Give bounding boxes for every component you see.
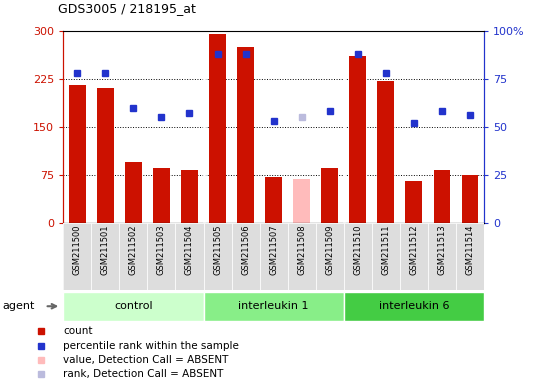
Bar bbox=[265, 177, 282, 223]
Bar bbox=[237, 47, 254, 223]
Bar bbox=[260, 223, 288, 290]
Bar bbox=[69, 85, 86, 223]
Bar bbox=[91, 223, 119, 290]
Text: control: control bbox=[114, 301, 153, 311]
Bar bbox=[344, 292, 484, 321]
Text: GSM211512: GSM211512 bbox=[409, 225, 419, 275]
Text: GSM211509: GSM211509 bbox=[325, 225, 334, 275]
Bar bbox=[209, 34, 226, 223]
Text: GSM211510: GSM211510 bbox=[353, 225, 362, 275]
Bar bbox=[232, 223, 260, 290]
Bar bbox=[321, 168, 338, 223]
Bar bbox=[344, 223, 372, 290]
Text: GSM211501: GSM211501 bbox=[101, 225, 110, 275]
Text: GSM211506: GSM211506 bbox=[241, 225, 250, 275]
Text: GSM211502: GSM211502 bbox=[129, 225, 138, 275]
Bar bbox=[204, 292, 344, 321]
Text: GSM211514: GSM211514 bbox=[465, 225, 475, 275]
Bar bbox=[63, 292, 204, 321]
Text: interleukin 1: interleukin 1 bbox=[238, 301, 309, 311]
Bar bbox=[316, 223, 344, 290]
Text: GSM211511: GSM211511 bbox=[381, 225, 390, 275]
Text: GSM211507: GSM211507 bbox=[269, 225, 278, 275]
Bar bbox=[372, 223, 400, 290]
Bar bbox=[147, 223, 175, 290]
Bar bbox=[119, 223, 147, 290]
Bar bbox=[456, 223, 484, 290]
Text: count: count bbox=[63, 326, 92, 336]
Text: percentile rank within the sample: percentile rank within the sample bbox=[63, 341, 239, 351]
Text: GSM211505: GSM211505 bbox=[213, 225, 222, 275]
Bar bbox=[349, 56, 366, 223]
Bar bbox=[153, 168, 170, 223]
Text: interleukin 6: interleukin 6 bbox=[378, 301, 449, 311]
Text: value, Detection Call = ABSENT: value, Detection Call = ABSENT bbox=[63, 355, 228, 365]
Text: GSM211503: GSM211503 bbox=[157, 225, 166, 275]
Bar bbox=[181, 170, 198, 223]
Bar bbox=[97, 88, 114, 223]
Text: GSM211500: GSM211500 bbox=[73, 225, 82, 275]
Bar bbox=[125, 162, 142, 223]
Bar bbox=[428, 223, 456, 290]
Text: GDS3005 / 218195_at: GDS3005 / 218195_at bbox=[58, 2, 196, 15]
Text: GSM211508: GSM211508 bbox=[297, 225, 306, 275]
Text: rank, Detection Call = ABSENT: rank, Detection Call = ABSENT bbox=[63, 369, 223, 379]
Bar bbox=[433, 170, 450, 223]
Bar bbox=[461, 175, 478, 223]
Bar bbox=[405, 181, 422, 223]
Bar bbox=[204, 223, 232, 290]
Text: GSM211504: GSM211504 bbox=[185, 225, 194, 275]
Bar bbox=[288, 223, 316, 290]
Bar bbox=[377, 81, 394, 223]
Bar bbox=[293, 179, 310, 223]
Bar bbox=[175, 223, 204, 290]
Text: agent: agent bbox=[3, 301, 35, 311]
Bar bbox=[63, 223, 91, 290]
Text: GSM211513: GSM211513 bbox=[437, 225, 447, 275]
Bar bbox=[400, 223, 428, 290]
